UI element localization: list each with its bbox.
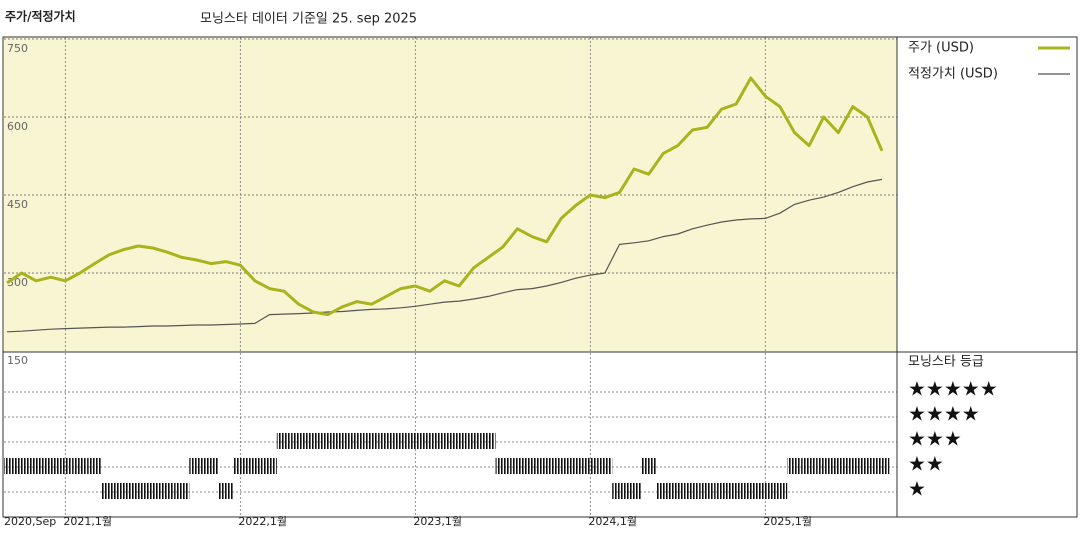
rating-bar [320,433,336,449]
rating-bar [874,458,890,474]
rating-bar [699,483,715,499]
y-tick-label: 450 [7,198,28,211]
rating-bar [583,458,598,474]
rating-title: 모닝스타 등급 [908,355,984,370]
rating-bar [130,483,146,499]
rating-bar [451,433,467,449]
rating-bar [743,483,759,499]
series-line [6,178,883,333]
legend-label: 적정가치 (USD) [908,67,998,82]
rating-bar [101,483,117,499]
rating-bar [655,483,671,499]
rating-legend: ★★ [908,452,944,476]
rating-bar [626,483,642,499]
x-tick-label: 2020,Sep [4,515,56,528]
rating-bar [860,458,875,474]
rating-bar [174,483,190,499]
rating-bar [291,433,306,449]
chart-title: 주가/적정가치 [5,9,76,24]
rating-bar [72,458,88,474]
rating-bar [772,483,788,499]
plot-background [4,37,897,352]
rating-bar [787,458,802,474]
rating-bar [670,483,686,499]
rating-bar [758,483,773,499]
rating-bar [422,433,438,449]
rating-bar [466,433,481,449]
rating-bar [87,458,102,474]
rating-bar [28,458,44,474]
rating-bar [510,458,525,474]
rating-bar [830,458,846,474]
rating-bar [539,458,554,474]
rating-bar [524,458,540,474]
rating-bar [189,458,204,474]
rating-bar [276,433,292,449]
rating-bar [43,458,59,474]
rating-bar [480,433,496,449]
rating-bar [14,458,29,474]
rating-bar [203,458,219,474]
rating-bar [437,433,452,449]
rating-bar [364,433,379,449]
y-tick-label: 600 [7,120,28,133]
rating-legend: ★ [908,477,926,501]
rating-bar [160,483,175,499]
rating-bar [393,433,409,449]
rating-legend: ★★★ [908,427,962,451]
y-tick-label: 750 [7,42,28,55]
x-tick-label: 2021,1월 [63,515,112,528]
rating-bar [378,433,394,449]
rating-bar [685,483,700,499]
x-tick-label: 2025,1월 [763,515,812,528]
rating-bar [495,458,511,474]
rating-bar [714,483,729,499]
rating-bar [728,483,744,499]
x-tick-label: 2023,1월 [413,515,462,528]
rating-legend: ★★★★ [908,402,980,426]
rating-bar [641,458,656,474]
rating-bar [801,458,817,474]
series-line [6,76,884,317]
rating-legend: ★★★★★ [908,377,998,401]
rating-bar [349,433,365,449]
frame [2,36,1078,518]
rating-bar [612,483,627,499]
rating-bar [262,458,277,474]
rating-bar [845,458,861,474]
rating-bar [553,458,569,474]
rating-bar [247,458,263,474]
rating-bar [335,433,350,449]
rating-bar [568,458,584,474]
y-tick-label: 150 [7,354,28,367]
legend-label: 주가 (USD) [908,41,974,56]
rating-bar [408,433,423,449]
rating-bar [218,483,234,499]
rating-bar [58,458,73,474]
rating-bar [816,458,831,474]
rating-bar [116,483,131,499]
rating-bar [233,458,248,474]
x-tick-label: 2024,1월 [588,515,637,528]
rating-bar [597,458,613,474]
chart-subtitle: 모닝스타 데이터 기준일 25. sep 2025 [200,12,417,27]
x-tick-label: 2022,1월 [238,515,287,528]
rating-bar [305,433,321,449]
rating-bar [145,483,161,499]
